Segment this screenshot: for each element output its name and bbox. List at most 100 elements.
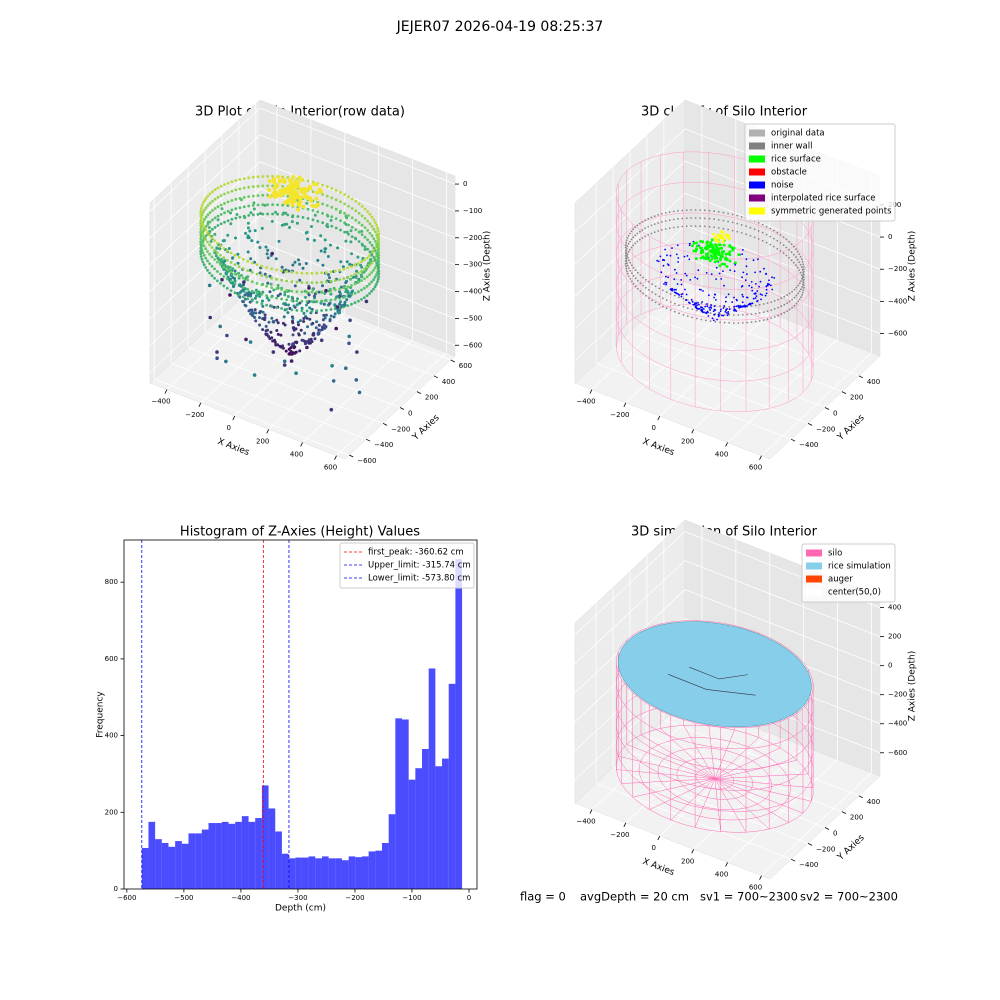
x-tick-label: 0 — [227, 424, 231, 432]
point-cloud-dot — [732, 322, 735, 324]
point-cloud-dot — [344, 287, 348, 291]
point-cloud-dot — [728, 308, 731, 311]
point-cloud-dot — [246, 288, 250, 291]
point-cloud-dot — [220, 257, 223, 261]
point-cloud-dot — [764, 294, 767, 297]
point-cloud-dot — [757, 222, 760, 224]
point-cloud-dot — [698, 246, 702, 250]
bar — [308, 856, 316, 889]
point-cloud-dot — [292, 304, 296, 308]
point-cloud-dot — [645, 286, 647, 289]
point-cloud-dot — [700, 306, 702, 308]
point-cloud-dot — [625, 239, 628, 242]
point-cloud-dot — [345, 216, 349, 220]
point-cloud-dot — [210, 236, 214, 240]
point-cloud-dot — [722, 307, 725, 309]
point-cloud-dot — [347, 232, 350, 236]
bar — [368, 851, 376, 889]
point-cloud-dot — [287, 303, 290, 307]
point-cloud-dot — [368, 263, 371, 267]
point-cloud-dot — [372, 237, 376, 241]
point-cloud-dot — [673, 302, 676, 305]
point-cloud-dot — [345, 260, 349, 264]
point-cloud-dot — [716, 318, 718, 321]
point-cloud-dot — [669, 309, 672, 311]
point-cloud-dot — [741, 293, 744, 296]
tick-mark — [841, 391, 847, 395]
point-cloud-dot — [298, 278, 302, 282]
point-cloud-dot — [233, 291, 237, 295]
point-cloud-dot — [219, 244, 222, 248]
point-cloud-dot — [285, 298, 289, 302]
point-cloud-dot — [360, 229, 364, 233]
point-cloud-dot — [664, 212, 667, 214]
point-cloud-dot — [206, 213, 210, 217]
point-cloud-dot — [377, 272, 381, 276]
point-cloud-dot — [723, 284, 725, 287]
grid-line — [684, 257, 881, 334]
point-cloud-dot — [276, 294, 280, 298]
point-cloud-dot — [798, 269, 801, 272]
point-cloud-dot — [324, 280, 328, 284]
point-cloud-dot — [267, 194, 272, 199]
point-cloud-dot — [715, 266, 718, 269]
point-cloud-dot — [754, 320, 757, 323]
point-cloud-dot — [693, 303, 696, 306]
point-cloud-dot — [291, 333, 295, 337]
point-cloud-dot — [300, 306, 304, 310]
point-cloud-dot — [240, 274, 243, 277]
point-cloud-dot — [199, 252, 203, 256]
point-cloud-dot — [802, 284, 805, 287]
y-tick-label: −400 — [799, 441, 818, 449]
point-cloud-dot — [313, 204, 318, 209]
point-cloud-dot — [227, 247, 231, 250]
point-cloud-dot — [359, 263, 363, 267]
point-cloud-dot — [308, 317, 312, 321]
point-cloud-dot — [256, 213, 260, 216]
bar — [155, 839, 162, 889]
point-cloud-dot — [363, 235, 367, 239]
point-cloud-dot — [219, 203, 223, 207]
point-cloud-dot — [289, 359, 294, 363]
point-cloud-dot — [282, 302, 286, 306]
point-cloud-dot — [276, 283, 280, 287]
point-cloud-dot — [233, 272, 237, 276]
point-cloud-dot — [709, 309, 712, 311]
point-cloud-dot — [316, 258, 320, 262]
point-cloud-dot — [250, 271, 254, 274]
point-cloud-dot — [694, 225, 697, 228]
point-cloud-dot — [230, 189, 234, 193]
point-cloud-dot — [334, 326, 339, 331]
point-cloud-dot — [366, 238, 369, 242]
point-cloud-dot — [682, 305, 685, 308]
point-cloud-dot — [704, 257, 708, 261]
point-cloud-dot — [708, 294, 710, 297]
point-cloud-dot — [773, 308, 776, 310]
point-cloud-dot — [357, 202, 361, 206]
point-cloud-dot — [656, 259, 659, 262]
point-cloud-dot — [755, 295, 758, 297]
point-cloud-dot — [647, 234, 650, 236]
point-cloud-dot — [800, 280, 802, 282]
point-cloud-dot — [249, 257, 253, 261]
point-cloud-dot — [744, 305, 746, 308]
point-cloud-dot — [301, 216, 305, 219]
point-cloud-dot — [293, 284, 297, 288]
point-cloud-dot — [315, 281, 319, 284]
point-cloud-dot — [206, 222, 210, 226]
point-cloud-dot — [203, 218, 206, 221]
point-cloud-dot — [350, 207, 354, 210]
z-axis-label: Z Axies (Depth) — [483, 231, 493, 302]
point-cloud-dot — [265, 252, 269, 256]
point-cloud-dot — [219, 194, 223, 198]
point-cloud-dot — [658, 287, 661, 290]
point-cloud-dot — [699, 240, 702, 243]
y-tick-label: 0 — [408, 410, 412, 418]
point-cloud-dot — [630, 238, 633, 241]
point-cloud-dot — [625, 241, 627, 244]
point-cloud-dot — [213, 239, 217, 243]
tick-mark — [691, 429, 695, 434]
point-cloud-dot — [324, 313, 328, 317]
surface-crease — [689, 666, 748, 680]
y-tick-label: 0 — [833, 410, 837, 418]
